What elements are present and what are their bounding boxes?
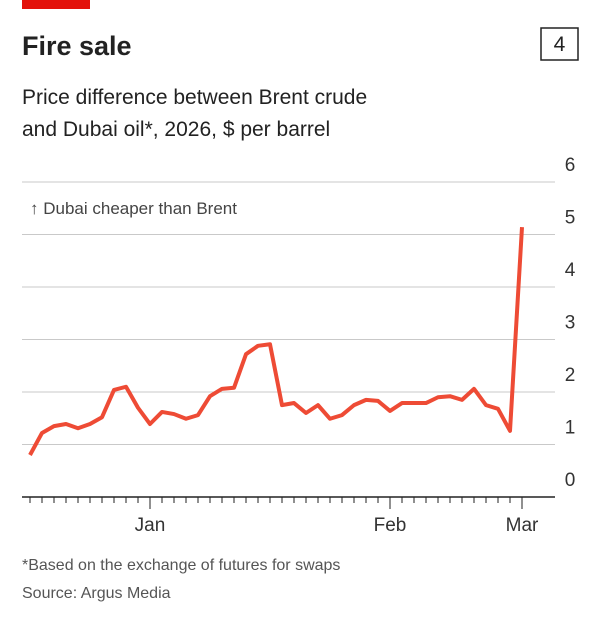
subtitle-line: Price difference between Brent crude [22, 86, 367, 109]
y-tick-label: 3 [565, 313, 576, 334]
source: Source: Argus Media [22, 585, 171, 602]
x-tick-label: Jan [135, 515, 166, 536]
chart-number: 4 [554, 33, 566, 56]
chart-title: Fire sale [22, 31, 132, 61]
subtitle-line: and Dubai oil*, 2026, $ per barrel [22, 118, 330, 141]
y-tick-label: 6 [565, 155, 576, 176]
annotation: ↑ Dubai cheaper than Brent [30, 199, 237, 218]
line [28, 227, 524, 456]
footnote: *Based on the exchange of futures for sw… [22, 557, 340, 574]
x-tick-label: Mar [506, 515, 539, 536]
y-tick-label: 2 [565, 365, 576, 386]
brand-bar [22, 0, 90, 9]
number-box [540, 27, 579, 61]
y-tick-label: 1 [565, 418, 576, 439]
y-tick-label: 0 [565, 470, 576, 491]
y-tick-label: 5 [565, 208, 576, 229]
x-tick-label: Feb [374, 515, 407, 536]
y-tick-label: 4 [565, 260, 576, 281]
